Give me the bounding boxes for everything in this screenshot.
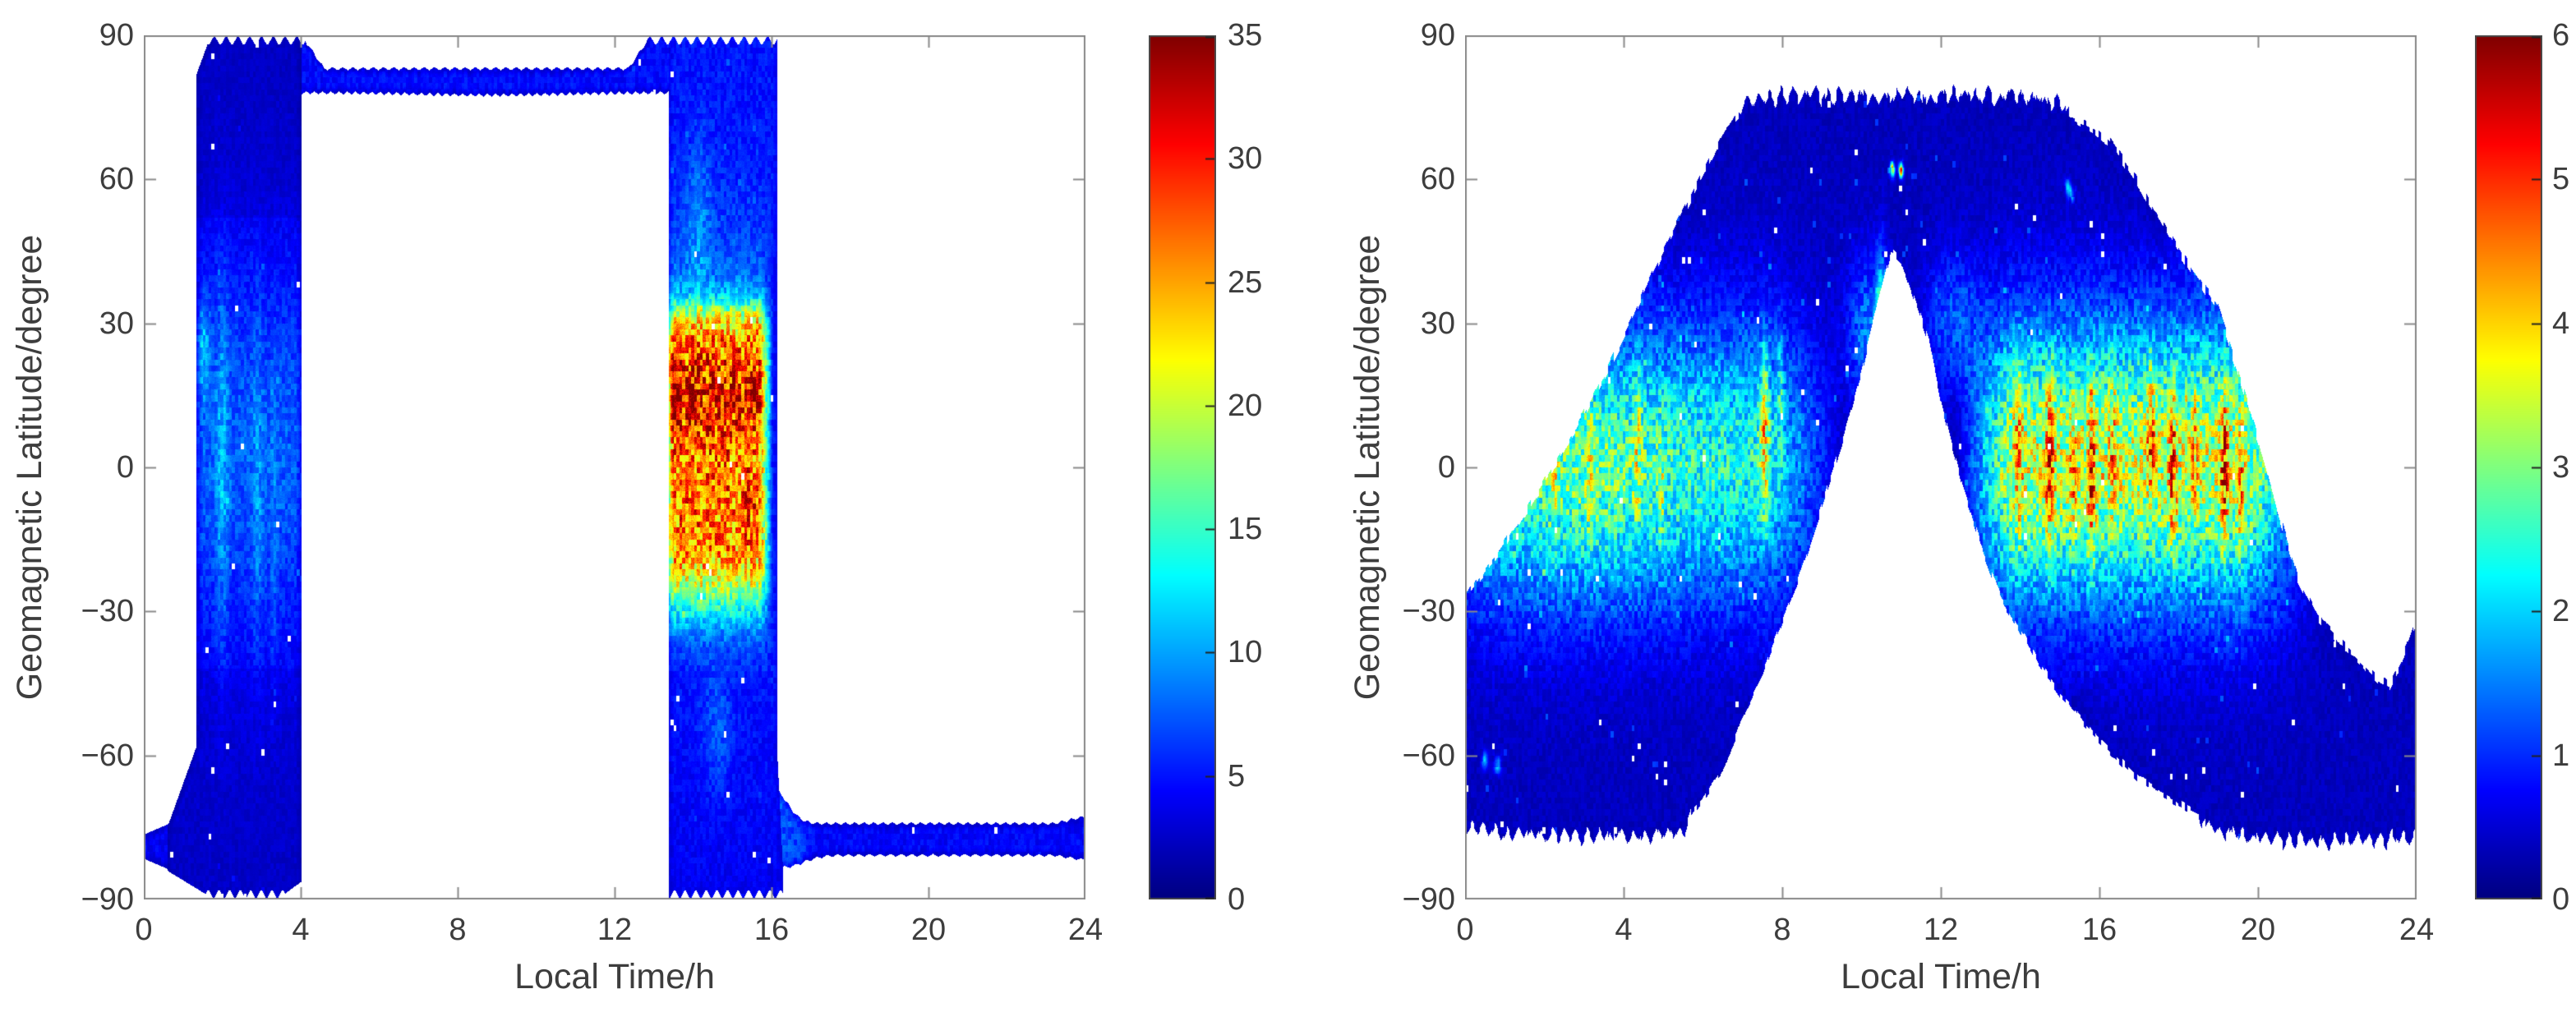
colorbar-tick-label: 5 — [2552, 162, 2570, 197]
colorbar-tick-label: 3 — [2552, 450, 2570, 485]
left-x-axis-title: Local Time/h — [514, 957, 715, 996]
x-tick-label: 20 — [2240, 913, 2276, 947]
colorbar-tick-label: 15 — [1228, 512, 1263, 547]
colorbar-tick-label: 1 — [2552, 738, 2570, 773]
x-tick-label: 8 — [1773, 913, 1791, 947]
left-colorbar-canvas — [1149, 35, 1216, 899]
y-tick-label: 60 — [99, 162, 134, 197]
colorbar-tick-label: 6 — [2552, 18, 2570, 53]
y-tick-label: −60 — [1402, 738, 1455, 773]
y-tick-label: 30 — [99, 306, 134, 341]
y-tick-label: −90 — [81, 882, 134, 917]
colorbar-tick-label: 0 — [2552, 882, 2570, 917]
colorbar-tick-label: 30 — [1228, 141, 1263, 177]
y-tick-label: 90 — [99, 18, 134, 53]
right-colorbar-canvas — [2475, 35, 2542, 899]
x-tick-label: 16 — [753, 913, 790, 947]
x-tick-label: 0 — [1456, 913, 1474, 947]
x-tick-label: 4 — [292, 913, 310, 947]
colorbar-tick-label: 20 — [1228, 388, 1263, 423]
colorbar-tick-label: 0 — [1228, 882, 1246, 917]
x-tick-label: 4 — [1615, 913, 1633, 947]
colorbar-tick-label: 5 — [1228, 758, 1246, 794]
x-tick-label: 0 — [135, 913, 153, 947]
y-tick-label: −90 — [1402, 882, 1455, 917]
colorbar-tick-label: 4 — [2552, 306, 2570, 341]
y-tick-label: 90 — [1420, 18, 1455, 53]
right-x-axis-title: Local Time/h — [1841, 957, 2041, 996]
y-tick-label: −60 — [81, 738, 134, 773]
x-tick-label: 20 — [910, 913, 947, 947]
x-tick-label: 24 — [1067, 913, 1104, 947]
x-tick-label: 12 — [1923, 913, 1959, 947]
x-tick-label: 24 — [2399, 913, 2435, 947]
y-tick-label: −30 — [1402, 594, 1455, 629]
left-density-plot-canvas — [144, 35, 1085, 899]
x-tick-label: 8 — [449, 913, 467, 947]
y-tick-label: 0 — [116, 450, 134, 485]
colorbar-tick-label: 2 — [2552, 594, 2570, 629]
x-tick-label: 12 — [597, 913, 633, 947]
y-tick-label: −30 — [81, 594, 134, 629]
x-tick-label: 16 — [2081, 913, 2117, 947]
right-density-plot-canvas — [1465, 35, 2417, 899]
y-tick-label: 0 — [1437, 450, 1455, 485]
y-tick-label: 30 — [1420, 306, 1455, 341]
colorbar-tick-label: 25 — [1228, 264, 1263, 300]
colorbar-tick-label: 10 — [1228, 635, 1263, 670]
colorbar-tick-label: 35 — [1228, 18, 1263, 53]
y-tick-label: 60 — [1420, 162, 1455, 197]
